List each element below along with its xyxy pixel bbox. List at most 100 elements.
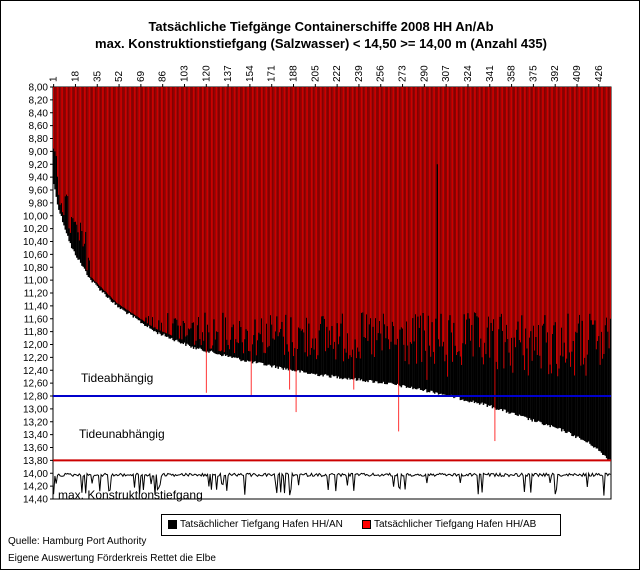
- ab-bar: [274, 87, 275, 340]
- ab-bar: [412, 87, 413, 318]
- ab-bar: [251, 87, 252, 396]
- ab-bar: [61, 87, 62, 203]
- ab-bar: [235, 87, 236, 339]
- ab-bar: [447, 87, 448, 377]
- ab-bar: [66, 87, 67, 195]
- ab-bar: [310, 87, 311, 355]
- ab-bar: [359, 87, 360, 352]
- ab-bar: [106, 87, 107, 292]
- ab-bar: [579, 87, 580, 315]
- ab-bar: [305, 87, 306, 352]
- ab-bar: [140, 87, 141, 319]
- ab-bar: [53, 87, 54, 149]
- legend-item-ab: Tatsächlicher Tiefgang Hafen HH/AB: [362, 519, 536, 530]
- ab-bar: [88, 87, 89, 258]
- ab-bar: [401, 87, 402, 327]
- ab-bar: [314, 87, 315, 350]
- ab-bar: [250, 87, 251, 351]
- x-tick-label: 137: [223, 65, 234, 82]
- y-tick-label: 11,20: [24, 289, 49, 300]
- ab-bar: [547, 87, 548, 332]
- ab-bar: [398, 87, 399, 431]
- ab-bar: [421, 87, 422, 362]
- ab-bar: [346, 87, 347, 353]
- x-tick-label: 290: [419, 65, 430, 82]
- ab-bar: [446, 87, 447, 355]
- x-tick-label: 341: [485, 65, 496, 82]
- ab-bar: [505, 87, 506, 342]
- x-tick-label: 103: [179, 65, 190, 82]
- ab-bar: [155, 87, 156, 327]
- ab-bar: [78, 87, 79, 232]
- ab-bar: [383, 87, 384, 314]
- ab-bar: [448, 87, 449, 320]
- ab-bar: [506, 87, 507, 325]
- ab-bar: [596, 87, 597, 349]
- ab-bar: [167, 87, 168, 313]
- ab-bar: [601, 87, 602, 332]
- ab-bar: [210, 87, 211, 349]
- ab-bar: [456, 87, 457, 355]
- ab-bar: [556, 87, 557, 364]
- ab-bar: [536, 87, 537, 337]
- ab-bar: [394, 87, 395, 344]
- ab-bar: [244, 87, 245, 339]
- ab-bar: [98, 87, 99, 285]
- ab-bar: [578, 87, 579, 324]
- ab-bar: [298, 87, 299, 327]
- ab-bar: [503, 87, 504, 368]
- ab-bar: [566, 87, 567, 359]
- ab-bar: [183, 87, 184, 321]
- x-tick-label: 239: [354, 65, 365, 82]
- ab-bar: [76, 87, 77, 225]
- ab-bar: [469, 87, 470, 319]
- ab-bar: [391, 87, 392, 342]
- ab-bar: [362, 87, 363, 312]
- ab-bar: [92, 87, 93, 278]
- ab-bar: [538, 87, 539, 325]
- ab-bar: [609, 87, 610, 348]
- ab-bar: [455, 87, 456, 346]
- ab-bar: [74, 87, 75, 222]
- ab-bar: [271, 87, 272, 325]
- y-tick-label: 14,00: [23, 469, 48, 480]
- y-tick-label: 8,40: [29, 108, 49, 119]
- ab-bar: [519, 87, 520, 340]
- ab-bar: [83, 87, 84, 246]
- ab-bar: [347, 87, 348, 333]
- ab-bar: [474, 87, 475, 312]
- x-tick-label: 86: [158, 70, 169, 82]
- ab-bar: [343, 87, 344, 361]
- ab-bar: [425, 87, 426, 351]
- ab-bar: [291, 87, 292, 317]
- ab-bar: [511, 87, 512, 338]
- ab-bar: [545, 87, 546, 315]
- ab-bar: [361, 87, 362, 313]
- ab-bar: [573, 87, 574, 341]
- ab-bar: [230, 87, 231, 340]
- y-tick-label: 8,80: [29, 134, 49, 145]
- ab-bar: [571, 87, 572, 352]
- y-tick-label: 13,00: [23, 404, 48, 415]
- ab-bar: [378, 87, 379, 333]
- ab-bar: [402, 87, 403, 329]
- y-tick-label: 13,20: [23, 417, 48, 428]
- ab-bar: [284, 87, 285, 355]
- y-tick-label: 8,60: [29, 121, 49, 132]
- ab-bar: [502, 87, 503, 331]
- ab-bar: [602, 87, 603, 359]
- ab-bar: [478, 87, 479, 317]
- ab-bar: [430, 87, 431, 357]
- ab-bar: [170, 87, 171, 335]
- ab-bar: [382, 87, 383, 350]
- ab-bar: [226, 87, 227, 340]
- ab-bar: [64, 87, 65, 215]
- ab-bar: [450, 87, 451, 315]
- ab-bar: [149, 87, 150, 325]
- ab-bar: [143, 87, 144, 321]
- ab-bar: [232, 87, 233, 327]
- y-tick-label: 14,40: [23, 495, 48, 506]
- ab-bar: [55, 87, 56, 151]
- ab-bar: [90, 87, 91, 277]
- ab-bar: [275, 87, 276, 331]
